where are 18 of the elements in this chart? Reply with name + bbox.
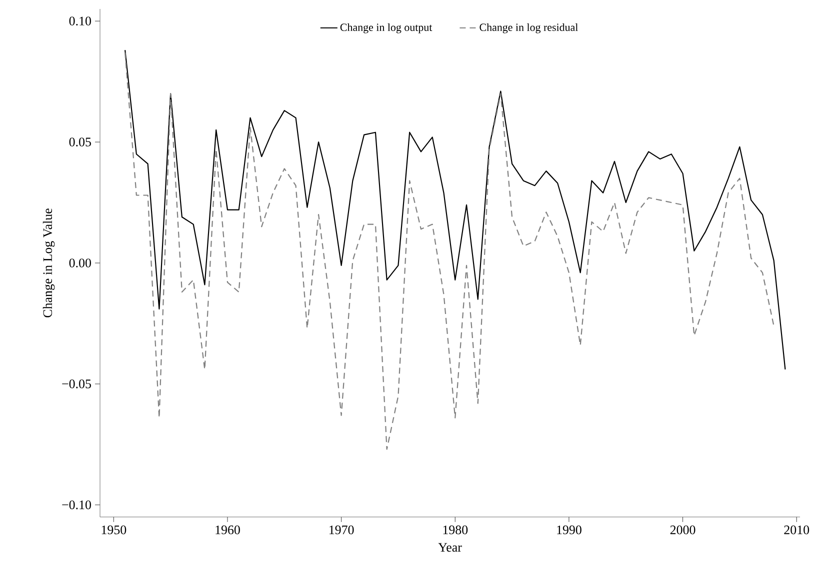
x-axis-title: Year	[438, 543, 462, 552]
legend-label: Change in log residual	[480, 23, 578, 34]
y-tick-label: 0.05	[69, 138, 91, 146]
line-series	[124, 52, 774, 450]
x-tick-label: 1960	[216, 526, 240, 534]
y-tick-label: −0.10	[62, 500, 91, 510]
x-tick-label: 2010	[784, 526, 810, 534]
x-tick-label: 1990	[557, 526, 582, 534]
x-tick-label: 1970	[330, 526, 354, 534]
x-tick-label: 2000	[670, 526, 696, 534]
y-axis-title: Change in Log Value	[42, 208, 55, 318]
y-tick-label: −0.05	[62, 380, 91, 388]
y-tick-label: 0.00	[69, 258, 91, 268]
x-tick-label: 1980	[443, 526, 468, 534]
x-tick-label: 1950	[102, 526, 126, 534]
y-tick-label: 0.10	[69, 16, 91, 26]
line-series	[124, 50, 786, 370]
legend-label: Change in log output	[340, 23, 432, 34]
